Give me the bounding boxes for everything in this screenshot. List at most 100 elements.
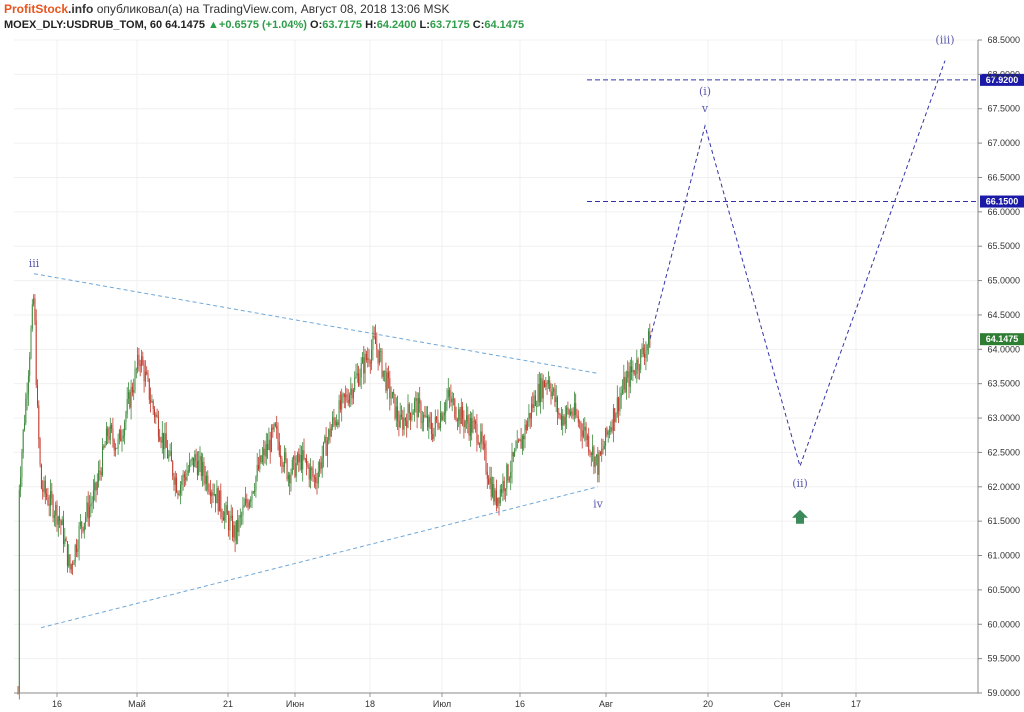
candle-body	[239, 515, 241, 518]
candle-body	[328, 429, 330, 441]
candle-body	[169, 450, 171, 455]
candle-body	[324, 436, 326, 443]
candle-body	[167, 447, 168, 459]
candle-body	[594, 456, 596, 467]
candle-body	[593, 446, 595, 467]
candle-body	[66, 541, 68, 566]
candle-body	[568, 410, 570, 415]
candle-body	[380, 350, 382, 352]
candle-body	[333, 417, 335, 421]
candle-body	[139, 364, 141, 367]
candle-body	[137, 354, 139, 370]
candle-body	[369, 362, 371, 364]
candle-body	[648, 331, 649, 345]
candle-body	[195, 454, 197, 462]
candle-body	[50, 490, 51, 506]
candle-body	[233, 525, 235, 538]
level-tag	[980, 73, 1024, 86]
candle-body	[250, 499, 252, 502]
x-tick-label: Авг	[599, 699, 614, 709]
candle-body	[531, 404, 532, 419]
candle-body	[230, 515, 232, 519]
candle-body	[640, 349, 642, 370]
candle-body	[576, 414, 578, 417]
candle-body	[37, 385, 38, 406]
candle-body	[295, 463, 297, 477]
candle-body	[371, 349, 373, 364]
candle-body	[607, 431, 609, 435]
candle-body	[622, 389, 623, 393]
candle-body	[271, 427, 272, 452]
candle-body	[562, 415, 564, 426]
candle-body	[294, 456, 296, 477]
y-tick-label: 61.0000	[987, 551, 1020, 561]
brand-stock[interactable]: Stock	[35, 2, 69, 16]
candle-body	[317, 471, 319, 484]
brand-suffix[interactable]: .info	[68, 2, 94, 16]
candle-body	[247, 503, 249, 508]
candle-body	[219, 490, 220, 512]
candle-body	[505, 488, 506, 491]
candle-body	[287, 475, 289, 480]
candle-body	[476, 423, 478, 443]
candle-body	[514, 450, 516, 457]
candle-body	[346, 394, 348, 400]
candle-body	[116, 447, 118, 449]
symbol-name: MOEX_DLY:USDRUB_TOM, 60	[4, 19, 163, 31]
candle-body	[76, 544, 77, 552]
candle-body	[628, 371, 630, 387]
candle-body	[388, 372, 389, 379]
candle-body	[130, 386, 132, 408]
candle-body	[559, 414, 561, 416]
candle-body	[56, 504, 58, 525]
candle-body	[255, 476, 257, 491]
candle-body	[159, 436, 161, 441]
candle-body	[199, 456, 201, 461]
candle-body	[373, 336, 375, 337]
candle-body	[150, 399, 152, 403]
candle-body	[268, 439, 270, 450]
brand-profit[interactable]: Profit	[4, 2, 36, 16]
candle-body	[144, 371, 146, 382]
candle-body	[73, 561, 75, 566]
candle-body	[436, 416, 438, 420]
candle-body	[113, 440, 115, 451]
candle-body	[529, 412, 531, 419]
candle-body	[39, 438, 41, 465]
candle-body	[285, 452, 287, 460]
candle-body	[479, 443, 480, 445]
trendline-lower[interactable]	[40, 486, 599, 629]
y-tick-label: 66.5000	[987, 172, 1020, 182]
chart-header: ProfitStock.info опубликовал(а) на Tradi…	[0, 0, 1024, 40]
close-label: C:	[472, 19, 485, 31]
x-tick-label: Июл	[433, 699, 451, 709]
candle-body	[44, 480, 46, 494]
candle-body	[401, 414, 402, 418]
candle-body	[143, 364, 145, 382]
candle-body	[566, 407, 568, 417]
y-tick-label: 66.0000	[987, 207, 1020, 217]
candle-body	[207, 475, 209, 490]
candle-body	[133, 389, 135, 393]
projection-path[interactable]	[649, 60, 946, 468]
x-tick-label: 18	[365, 699, 375, 709]
candle-body	[624, 376, 626, 393]
candle-body	[609, 431, 610, 433]
candle-body	[377, 349, 379, 364]
candle-body	[212, 492, 214, 496]
candle-body	[575, 403, 577, 415]
candle-body	[53, 515, 55, 518]
wave-label: (i)	[699, 85, 711, 98]
y-tick-label: 68.0000	[987, 69, 1020, 79]
candle-body	[546, 383, 548, 385]
candle-body	[402, 417, 404, 430]
candle-body	[602, 448, 604, 450]
candle-body	[541, 378, 543, 399]
candle-body	[403, 418, 405, 430]
trendline-upper[interactable]	[33, 273, 599, 374]
candle-body	[316, 482, 318, 484]
candle-body	[507, 464, 509, 481]
candle-body	[434, 416, 436, 428]
candle-body	[286, 459, 288, 480]
